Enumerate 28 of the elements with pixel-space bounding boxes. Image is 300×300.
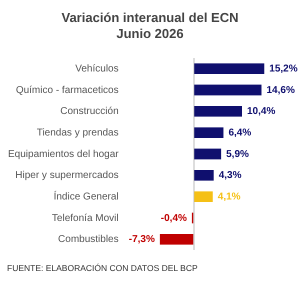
- bar: [194, 63, 264, 74]
- bar: [194, 170, 214, 181]
- y-tick-label: Vehículos: [75, 63, 119, 74]
- data-label: -7,3%: [128, 234, 155, 246]
- bar: [194, 191, 213, 202]
- data-label: 14,6%: [266, 84, 295, 96]
- y-tick-label: Índice General: [54, 190, 119, 202]
- data-label: 10,4%: [247, 106, 276, 118]
- bar: [194, 84, 262, 96]
- y-tick-label: Combustibles: [58, 234, 119, 246]
- data-label: 6,4%: [228, 127, 252, 138]
- source-note: FUENTE: ELABORACIÓN CON DATOS DEL BCP: [7, 263, 198, 273]
- bar: [194, 127, 224, 138]
- y-tick-label: Construcción: [60, 106, 119, 118]
- y-tick-label: Tiendas y prendas: [36, 127, 119, 138]
- data-label: -0,4%: [160, 212, 187, 224]
- data-label: 4,3%: [218, 170, 242, 182]
- bar: [160, 234, 194, 245]
- y-tick-label: Químico - farmaceticos: [16, 84, 119, 96]
- y-tick-label: Telefonía Movil: [52, 212, 119, 224]
- bar: [194, 106, 242, 117]
- data-label: 5,9%: [226, 148, 250, 160]
- y-tick-label: Hiper y supermercados: [15, 170, 119, 182]
- bar: [194, 148, 222, 160]
- data-label: 15,2%: [269, 63, 298, 74]
- data-label: 4,1%: [218, 191, 241, 202]
- y-tick-label: Equipamientos del hogar: [8, 148, 120, 160]
- chart-title: Variación interanual del ECN Junio 2026: [60, 10, 240, 42]
